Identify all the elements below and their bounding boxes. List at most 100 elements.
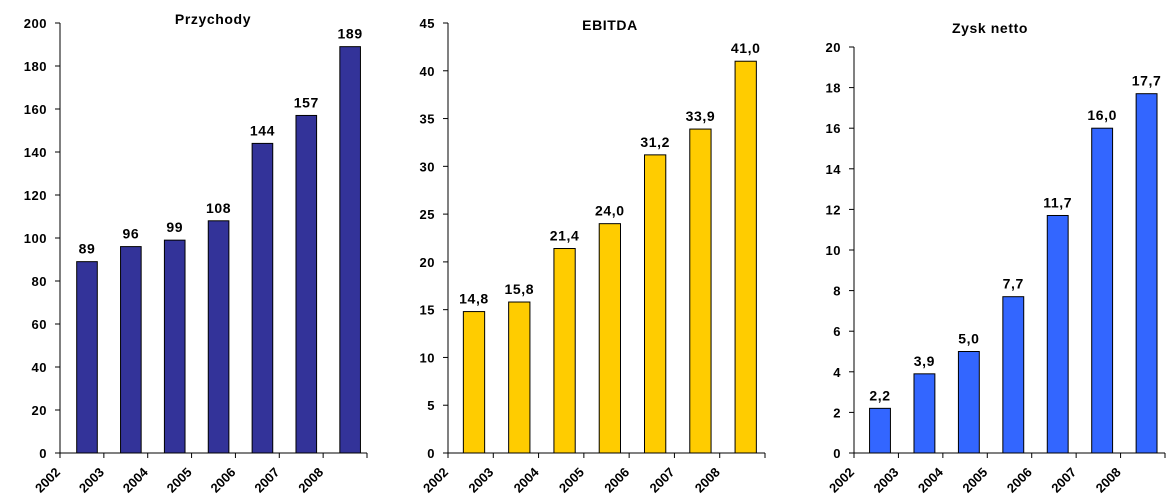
x-tick-label: 2002 bbox=[32, 465, 63, 496]
x-tick-label: 2003 bbox=[870, 465, 901, 496]
x-tick-label: 2006 bbox=[1004, 465, 1035, 496]
bar-2006 bbox=[251, 142, 274, 454]
data-label: 3,9 bbox=[914, 353, 935, 369]
bar-2007 bbox=[295, 114, 318, 454]
bar-2006 bbox=[644, 154, 667, 454]
data-label: 2,2 bbox=[869, 387, 890, 403]
y-tick-label: 45 bbox=[420, 16, 435, 31]
data-label: 99 bbox=[166, 219, 183, 235]
y-tick-label: 0 bbox=[39, 446, 47, 461]
data-label: 144 bbox=[250, 122, 275, 138]
y-tick-label: 12 bbox=[826, 202, 841, 217]
bar-2005 bbox=[598, 223, 621, 454]
bar-2003 bbox=[913, 373, 936, 454]
x-tick-label: 2007 bbox=[1048, 465, 1079, 496]
y-tick-label: 120 bbox=[24, 188, 47, 203]
y-tick-label: 160 bbox=[24, 102, 47, 117]
data-label: 157 bbox=[294, 94, 319, 110]
data-label: 7,7 bbox=[1003, 276, 1024, 292]
y-tick-label: 0 bbox=[833, 446, 841, 461]
bar-2003 bbox=[508, 301, 531, 454]
y-tick-label: 30 bbox=[420, 159, 435, 174]
x-tick-label: 2003 bbox=[465, 465, 496, 496]
chart-title: Przychody bbox=[175, 11, 251, 27]
bar-2004 bbox=[163, 239, 186, 454]
data-label: 96 bbox=[122, 226, 139, 242]
data-label: 5,0 bbox=[958, 331, 979, 347]
bar-2005 bbox=[207, 220, 230, 454]
bar-2002 bbox=[462, 311, 486, 454]
y-tick-label: 200 bbox=[24, 16, 47, 31]
x-tick-label: 2002 bbox=[420, 465, 451, 496]
bar-2005 bbox=[1002, 296, 1025, 454]
y-tick-label: 15 bbox=[420, 303, 435, 318]
y-tick-label: 25 bbox=[420, 207, 435, 222]
data-label: 33,9 bbox=[686, 108, 716, 124]
data-label: 108 bbox=[206, 200, 231, 216]
data-label: 15,8 bbox=[504, 281, 534, 297]
y-tick-label: 4 bbox=[833, 365, 841, 380]
y-tick-label: 18 bbox=[826, 81, 841, 96]
x-tick-label: 2007 bbox=[251, 465, 282, 496]
chart-0: Przychody 0 20 40 60 80 100 120 140 160 180 200 89 20… bbox=[24, 11, 368, 496]
x-tick-label: 2002 bbox=[826, 465, 857, 496]
x-tick-label: 2008 bbox=[1093, 465, 1124, 496]
y-tick-label: 60 bbox=[32, 317, 47, 332]
chart-title: EBITDA bbox=[582, 17, 638, 33]
y-tick-label: 100 bbox=[24, 231, 47, 246]
y-tick-label: 20 bbox=[420, 255, 435, 270]
bar-2002 bbox=[869, 407, 891, 454]
x-tick-label: 2006 bbox=[601, 465, 632, 496]
bar-2006 bbox=[1046, 214, 1069, 454]
chart-2: Zysk netto 0 2 4 6 8 10 12 14 16 18 20 2,2 2002 3,9 200… bbox=[826, 20, 1166, 496]
y-tick-label: 6 bbox=[833, 324, 841, 339]
bar-2008 bbox=[734, 60, 757, 454]
bar-2007 bbox=[689, 128, 712, 454]
y-tick-label: 10 bbox=[420, 350, 435, 365]
data-label: 11,7 bbox=[1043, 194, 1072, 210]
x-tick-label: 2004 bbox=[120, 464, 152, 496]
x-tick-label: 2005 bbox=[556, 465, 587, 496]
y-tick-label: 80 bbox=[32, 274, 47, 289]
data-label: 16,0 bbox=[1087, 107, 1117, 123]
bar-2008 bbox=[339, 46, 361, 454]
x-tick-label: 2005 bbox=[959, 465, 990, 496]
bar-2002 bbox=[76, 261, 98, 454]
bar-2007 bbox=[1091, 127, 1114, 454]
y-tick-label: 20 bbox=[826, 40, 841, 55]
data-label: 14,8 bbox=[459, 291, 489, 307]
y-tick-label: 20 bbox=[32, 403, 47, 418]
y-tick-label: 35 bbox=[420, 112, 435, 127]
bar-2004 bbox=[957, 351, 980, 454]
x-tick-label: 2006 bbox=[207, 465, 238, 496]
data-label: 21,4 bbox=[550, 228, 580, 244]
bar-2008 bbox=[1135, 93, 1158, 454]
x-tick-label: 2008 bbox=[692, 465, 723, 496]
bar-2003 bbox=[120, 246, 142, 454]
chart-title: Zysk netto bbox=[952, 20, 1028, 36]
chart-1: EBITDA 0 5 10 15 20 25 30 35 40 45 14,8 2002 15,8 2003… bbox=[420, 16, 766, 496]
y-tick-label: 0 bbox=[427, 446, 435, 461]
y-tick-label: 8 bbox=[833, 284, 841, 299]
y-tick-label: 140 bbox=[24, 145, 47, 160]
data-label: 17,7 bbox=[1132, 73, 1162, 89]
x-tick-label: 2008 bbox=[295, 465, 326, 496]
data-label: 41,0 bbox=[731, 40, 761, 56]
y-tick-label: 40 bbox=[420, 64, 435, 79]
y-tick-label: 40 bbox=[32, 360, 47, 375]
x-tick-label: 2007 bbox=[646, 465, 677, 496]
data-label: 24,0 bbox=[595, 203, 625, 219]
x-tick-label: 2005 bbox=[164, 465, 195, 496]
bar-2004 bbox=[553, 248, 576, 454]
y-tick-label: 10 bbox=[826, 243, 841, 258]
y-tick-label: 5 bbox=[427, 398, 435, 413]
y-tick-label: 16 bbox=[826, 121, 841, 136]
x-tick-label: 2004 bbox=[511, 464, 543, 496]
y-tick-label: 180 bbox=[24, 59, 47, 74]
x-tick-label: 2004 bbox=[915, 464, 947, 496]
x-tick-label: 2003 bbox=[76, 465, 107, 496]
y-tick-label: 14 bbox=[826, 162, 842, 177]
data-label: 89 bbox=[79, 241, 96, 257]
data-label: 31,2 bbox=[640, 134, 670, 150]
